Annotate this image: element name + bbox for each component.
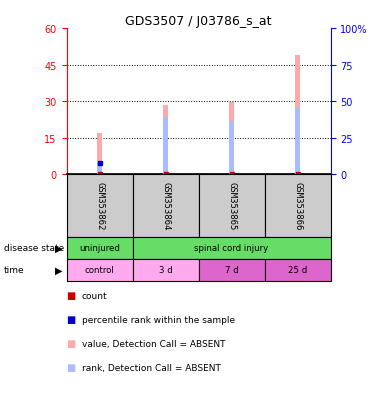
Bar [133, 259, 198, 281]
Bar [229, 103, 234, 175]
Text: ▶: ▶ [55, 243, 63, 253]
Text: count: count [82, 291, 107, 300]
Bar [133, 237, 331, 259]
Text: GSM353864: GSM353864 [161, 182, 170, 230]
Text: GSM353866: GSM353866 [293, 182, 302, 230]
Text: 3 d: 3 d [159, 266, 173, 274]
Text: 25 d: 25 d [288, 266, 307, 274]
Text: ■: ■ [66, 338, 76, 348]
Text: percentile rank within the sample: percentile rank within the sample [82, 315, 235, 324]
Bar [198, 175, 264, 237]
Bar [198, 259, 264, 281]
Text: 7 d: 7 d [225, 266, 238, 274]
Title: GDS3507 / J03786_s_at: GDS3507 / J03786_s_at [125, 15, 272, 28]
Text: GSM353862: GSM353862 [95, 182, 104, 230]
Text: ■: ■ [66, 290, 76, 300]
Text: ■: ■ [66, 314, 76, 324]
Bar [97, 164, 102, 175]
Bar [97, 133, 102, 175]
Bar [264, 175, 331, 237]
Bar [66, 259, 133, 281]
Bar [66, 175, 133, 237]
Bar [66, 237, 133, 259]
Text: value, Detection Call = ABSENT: value, Detection Call = ABSENT [82, 339, 225, 348]
Text: control: control [85, 266, 114, 274]
Bar [229, 121, 234, 175]
Text: time: time [4, 266, 24, 274]
Bar [133, 175, 198, 237]
Text: ■: ■ [66, 362, 76, 372]
Text: uninjured: uninjured [79, 244, 120, 252]
Bar [163, 105, 168, 175]
Bar [264, 259, 331, 281]
Text: disease state: disease state [4, 244, 64, 252]
Text: rank, Detection Call = ABSENT: rank, Detection Call = ABSENT [82, 363, 220, 372]
Bar [163, 118, 168, 175]
Bar [295, 56, 300, 175]
Text: GSM353865: GSM353865 [227, 182, 236, 230]
Bar [295, 109, 300, 175]
Text: ▶: ▶ [55, 265, 63, 275]
Text: spinal cord injury: spinal cord injury [195, 244, 269, 252]
